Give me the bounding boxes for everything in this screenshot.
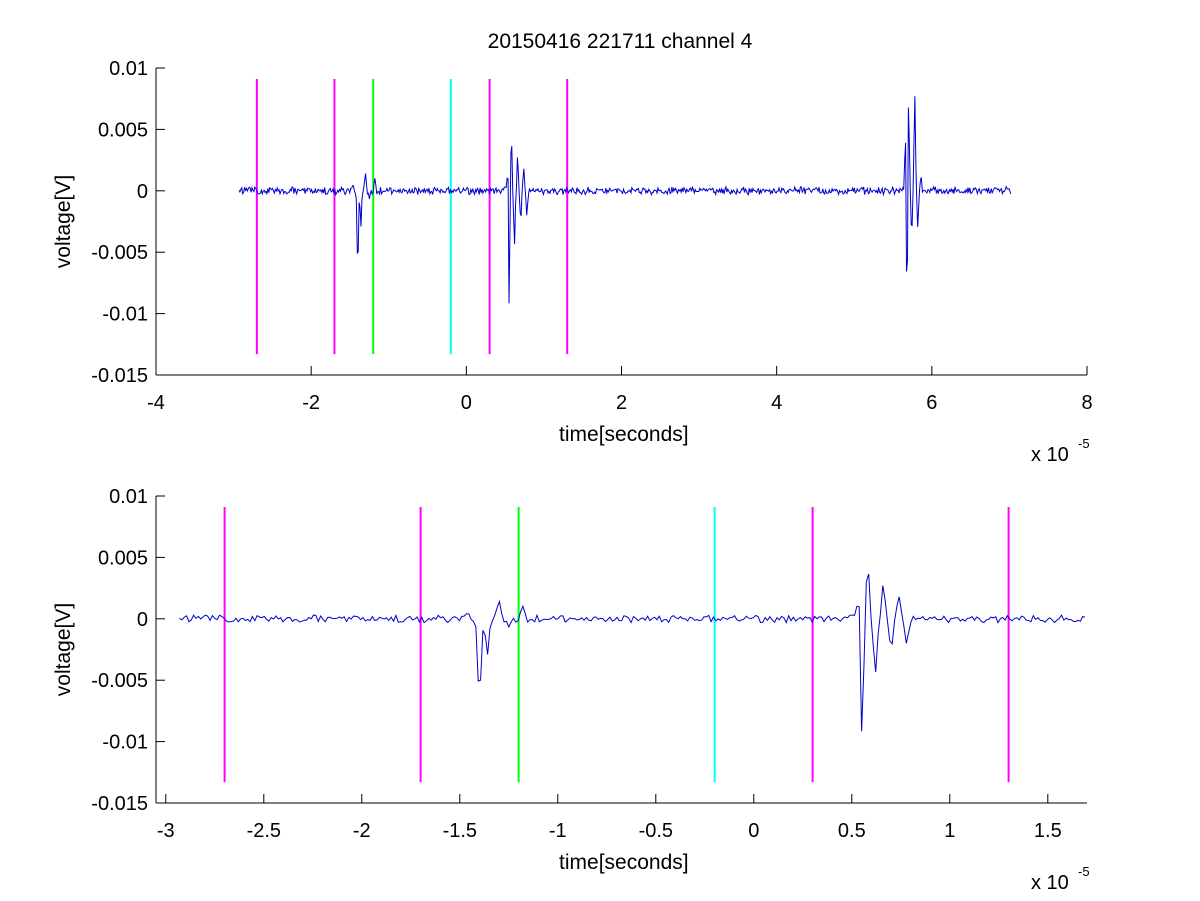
x-tick-label: 0.5 xyxy=(838,820,866,842)
y-tick-label: 0 xyxy=(137,609,148,631)
x-tick-label: 6 xyxy=(926,392,937,414)
y-tick-label: -0.01 xyxy=(102,304,148,326)
x-tick-label: -4 xyxy=(147,392,165,414)
x-exponent-power: -5 xyxy=(1078,436,1090,451)
x-tick-label: 1.5 xyxy=(1034,820,1062,842)
x-tick-label: 8 xyxy=(1081,392,1092,414)
x-tick-label: -2 xyxy=(353,820,371,842)
y-tick-label: 0.005 xyxy=(98,547,148,569)
y-tick-label: -0.005 xyxy=(91,242,148,264)
figure-title: 20150416 221711 channel 4 xyxy=(488,30,753,53)
x-tick-label: 1 xyxy=(944,820,955,842)
x-tick-label: 0 xyxy=(461,392,472,414)
x-tick-label: 4 xyxy=(771,392,782,414)
y-axis-label: voltage[V] xyxy=(52,603,75,696)
y-tick-label: -0.015 xyxy=(91,793,148,815)
x-tick-label: -3 xyxy=(157,820,175,842)
x-axis-label: time[seconds] xyxy=(559,851,689,874)
x-tick-label: -1.5 xyxy=(443,820,477,842)
x-tick-label: -2 xyxy=(302,392,320,414)
x-tick-label: -0.5 xyxy=(639,820,673,842)
voltage-trace xyxy=(179,573,1086,732)
y-tick-label: -0.01 xyxy=(102,732,148,754)
x-axis-label: time[seconds] xyxy=(559,423,689,446)
x-tick-label: -2.5 xyxy=(247,820,281,842)
voltage-trace xyxy=(238,96,1012,304)
x-tick-label: 0 xyxy=(748,820,759,842)
x-tick-label: 2 xyxy=(616,392,627,414)
x-exponent-label: x 10 xyxy=(1031,444,1069,466)
y-axis-label: voltage[V] xyxy=(52,175,75,268)
y-tick-label: -0.005 xyxy=(91,670,148,692)
y-tick-label: 0.005 xyxy=(98,119,148,141)
x-exponent-power: -5 xyxy=(1078,864,1090,879)
y-tick-label: 0.01 xyxy=(109,486,148,508)
plot-bottom: -0.015 -0.01 -0.005 0 0.005 0.01 -3 -2.5 -2 -1.5 -… xyxy=(52,486,1090,894)
x-tick-label: -1 xyxy=(549,820,567,842)
plot-top: -0.015 -0.01 -0.005 0 0.005 0.01 -4 -2 0 2 4 6 8 time… xyxy=(52,58,1093,466)
y-tick-label: 0 xyxy=(137,181,148,203)
x-exponent-label: x 10 xyxy=(1031,872,1069,894)
y-tick-label: -0.015 xyxy=(91,365,148,387)
y-tick-label: 0.01 xyxy=(109,58,148,80)
